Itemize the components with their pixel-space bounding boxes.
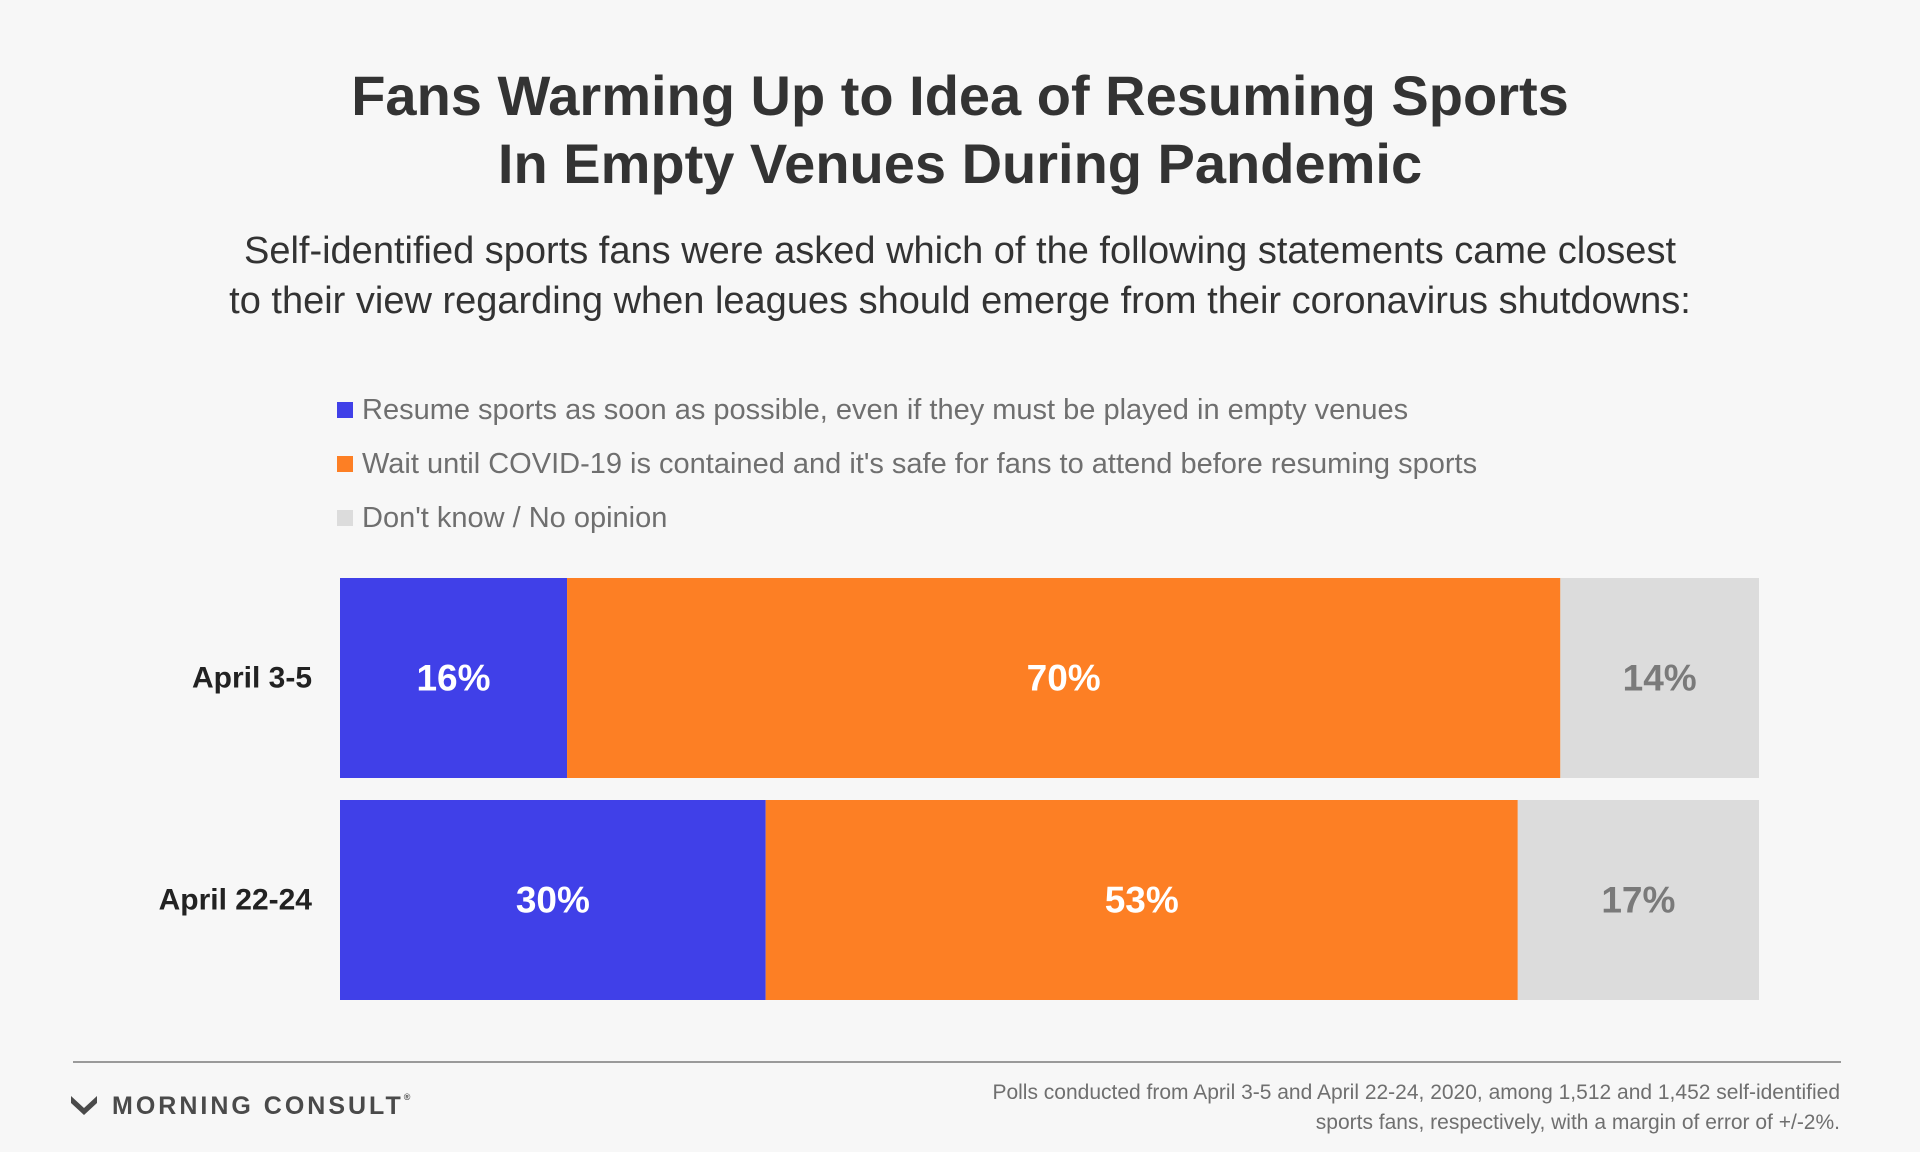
data-label-resume-april-22-24: 30% <box>516 880 590 921</box>
data-label-wait-april-3-5: 70% <box>1027 658 1101 699</box>
legend-item-dont-know: Don't know / No opinion <box>337 491 1477 545</box>
legend-item-resume: Resume sports as soon as possible, even … <box>337 383 1477 437</box>
brand-name: MORNING CONSULT® <box>112 1092 410 1121</box>
footnote: Polls conducted from April 3-5 and April… <box>840 1078 1840 1138</box>
brand-name-text: MORNING CONSULT <box>112 1092 404 1120</box>
category-label-april-3-5: April 3-5 <box>192 662 312 695</box>
footer-divider <box>73 1061 1841 1063</box>
category-label-april-22-24: April 22-24 <box>159 884 313 917</box>
bar-segment-resume-april-3-5 <box>340 578 568 778</box>
chart-legend: Resume sports as soon as possible, even … <box>337 383 1477 545</box>
legend-label-wait: Wait until COVID-19 is contained and it'… <box>362 447 1478 480</box>
chart-title-line-1: Fans Warming Up to Idea of Resuming Spor… <box>351 64 1569 127</box>
legend-item-wait: Wait until COVID-19 is contained and it'… <box>337 437 1477 491</box>
legend-label-resume: Resume sports as soon as possible, even … <box>362 393 1409 426</box>
chart-title-line-2: In Empty Venues During Pandemic <box>497 132 1423 195</box>
data-label-dont-know-april-3-5: 14% <box>1623 658 1697 699</box>
morning-consult-logo-icon <box>71 1095 97 1115</box>
stacked-bar-chart: April 3-5 16% 70% 14% April 22-24 30% 53% 17% <box>159 578 1759 1000</box>
data-label-dont-know-april-22-24: 17% <box>1601 880 1675 921</box>
data-label-wait-april-22-24: 53% <box>1105 880 1179 921</box>
bar-segment-dont-know-april-3-5 <box>1560 578 1759 778</box>
legend-swatch-wait <box>337 456 353 472</box>
bar-segment-wait-april-3-5 <box>567 578 1561 778</box>
legend-label-dont-know: Don't know / No opinion <box>362 501 668 534</box>
brand-registered-mark: ® <box>403 1092 411 1102</box>
legend-swatch-dont-know <box>337 510 353 526</box>
data-label-resume-april-3-5: 16% <box>416 658 490 699</box>
chart-subtitle-line-1: Self-identified sports fans were asked w… <box>243 230 1677 272</box>
morning-consult-logo: MORNING CONSULT® <box>70 1092 410 1121</box>
footnote-line-1: Polls conducted from April 3-5 and April… <box>992 1081 1840 1104</box>
bar-segment-resume-april-22-24 <box>340 800 766 1000</box>
bar-segment-wait-april-22-24 <box>765 800 1518 1000</box>
legend-swatch-resume <box>337 402 353 418</box>
chart-title: Fans Warming Up to Idea of Resuming Spor… <box>0 62 1920 198</box>
bar-segment-dont-know-april-22-24 <box>1517 800 1759 1000</box>
chart-subtitle-line-2: to their view regarding when leagues sho… <box>229 280 1691 322</box>
footnote-line-2: sports fans, respectively, with a margin… <box>1315 1111 1840 1134</box>
chart-subtitle: Self-identified sports fans were asked w… <box>0 226 1920 326</box>
